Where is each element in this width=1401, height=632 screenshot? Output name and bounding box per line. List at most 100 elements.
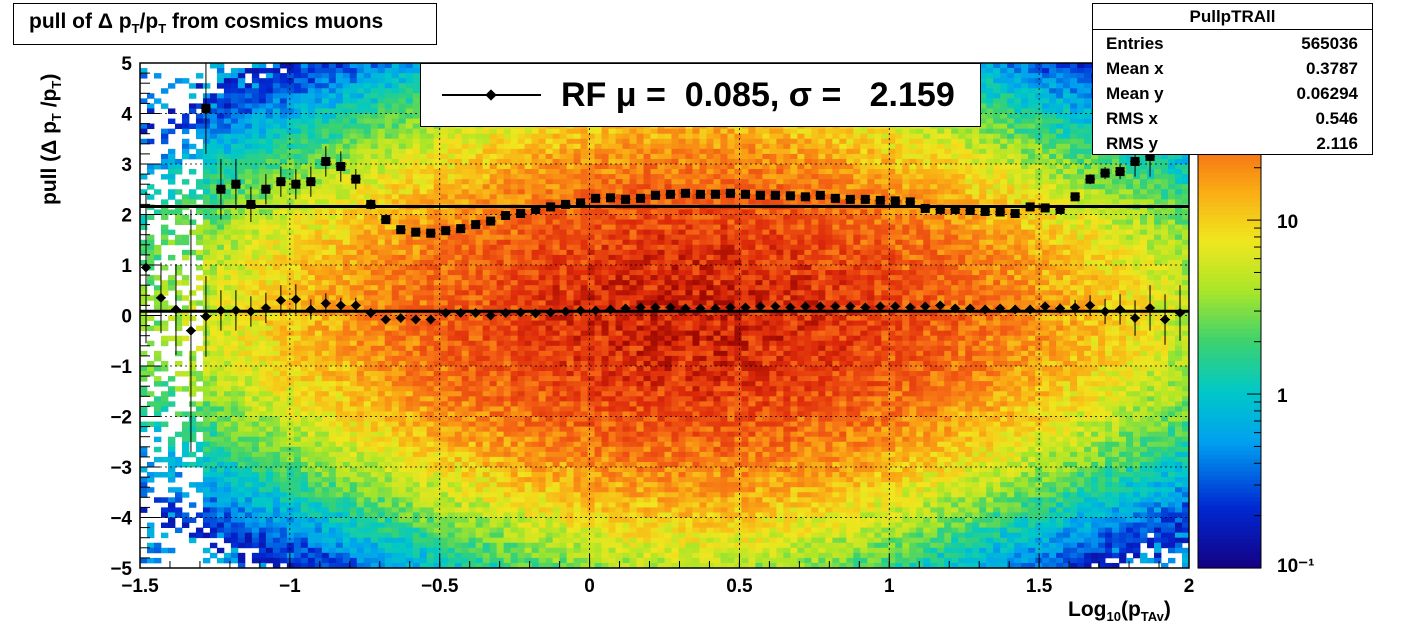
heatmap-cell	[405, 360, 414, 367]
heatmap-cell	[447, 537, 456, 544]
heatmap-cell	[447, 350, 456, 357]
heatmap-cell	[370, 406, 379, 412]
heatmap-cell	[321, 254, 330, 261]
heatmap-cell	[307, 527, 316, 534]
heatmap-cell	[223, 88, 232, 94]
heatmap-cell	[384, 229, 393, 236]
heatmap-cell	[244, 164, 253, 170]
heatmap-cell	[510, 219, 519, 225]
heatmap-cell	[181, 451, 190, 458]
heatmap-cell	[314, 467, 323, 473]
heatmap-cell	[195, 421, 204, 427]
heatmap-cell	[146, 522, 155, 528]
heatmap-cell	[454, 249, 463, 256]
heatmap-cell	[300, 330, 309, 337]
heatmap-cell	[307, 315, 316, 321]
heatmap-cell	[181, 461, 190, 468]
heatmap-cell	[181, 179, 190, 185]
heatmap-cell	[349, 502, 358, 508]
heatmap-cell	[433, 199, 442, 205]
heatmap-cell	[202, 416, 211, 422]
heatmap-cell	[433, 436, 442, 443]
heatmap-cell	[517, 224, 526, 231]
heatmap-cell	[454, 143, 463, 150]
heatmap-cell	[398, 446, 407, 453]
heatmap-cell	[524, 366, 533, 372]
heatmap-cell	[286, 416, 295, 422]
heatmap-cell	[433, 153, 442, 160]
heatmap-cell	[377, 406, 386, 412]
heatmap-cell	[258, 355, 267, 362]
heatmap-cell	[461, 396, 470, 402]
heatmap-cell	[461, 229, 470, 236]
heatmap-cell	[503, 295, 512, 301]
heatmap-cell	[384, 138, 393, 145]
heatmap-cell	[510, 270, 519, 276]
heatmap-cell	[440, 537, 449, 544]
heatmap-cell	[223, 360, 232, 367]
heatmap-cell	[363, 381, 372, 387]
heatmap-cell	[328, 98, 337, 104]
heatmap-cell	[153, 290, 162, 296]
heatmap-cell	[279, 507, 288, 513]
heatmap-cell	[363, 371, 372, 377]
heatmap-cell	[433, 376, 442, 382]
heatmap-cell	[272, 224, 281, 231]
heatmap-cell	[167, 502, 176, 508]
heatmap-cell	[140, 557, 148, 564]
heatmap-cell	[510, 522, 519, 528]
heatmap-cell	[314, 103, 323, 109]
heatmap-cell	[384, 330, 393, 337]
heatmap-cell	[251, 416, 260, 422]
heatmap-cell	[167, 522, 176, 528]
heatmap-cell	[377, 391, 386, 397]
heatmap-cell	[300, 426, 309, 433]
heatmap-cell	[188, 431, 197, 438]
heatmap-cell	[349, 547, 358, 554]
heatmap-cell	[286, 184, 295, 190]
heatmap-cell	[251, 254, 260, 261]
heatmap-cell	[160, 199, 169, 205]
heatmap-cell	[391, 431, 400, 438]
heatmap-cell	[342, 330, 351, 337]
heatmap-cell	[405, 179, 414, 185]
heatmap-cell	[454, 411, 463, 417]
heatmap-cell	[349, 83, 358, 89]
heatmap-cell	[237, 103, 246, 109]
heatmap-cell	[454, 234, 463, 241]
heatmap-cell	[454, 562, 463, 569]
heatmap-cell	[216, 497, 225, 503]
heatmap-cell	[447, 507, 456, 513]
heatmap-cell	[419, 194, 428, 200]
heatmap-cell	[412, 133, 421, 140]
heatmap-cell	[356, 118, 365, 124]
heatmap-cell	[496, 345, 505, 352]
heatmap-cell	[174, 461, 183, 468]
heatmap-cell	[349, 371, 358, 377]
heatmap-cell	[496, 169, 505, 175]
heatmap-cell	[258, 108, 267, 114]
heatmap-cell	[328, 366, 337, 372]
heatmap-cell	[342, 244, 351, 251]
heatmap-cell	[209, 467, 218, 473]
heatmap-cell	[461, 189, 470, 195]
heatmap-cell	[398, 93, 407, 99]
heatmap-cell	[510, 456, 519, 463]
heatmap-cell	[370, 502, 379, 508]
heatmap-cell	[321, 552, 330, 559]
heatmap-cell	[342, 431, 351, 438]
heatmap-cell	[314, 416, 323, 422]
heatmap-cell	[356, 386, 365, 392]
heatmap-cell	[405, 335, 414, 342]
heatmap-cell	[216, 128, 225, 135]
heatmap-cell	[370, 557, 379, 564]
heatmap-cell	[524, 381, 533, 387]
heatmap-cell	[440, 138, 449, 145]
heatmap-cell	[272, 98, 281, 104]
heatmap-cell	[496, 371, 505, 377]
heatmap-cell	[244, 270, 253, 276]
heatmap-cell	[510, 492, 519, 498]
heatmap-cell	[237, 416, 246, 422]
heatmap-cell	[398, 209, 407, 215]
heatmap-cell	[195, 83, 204, 89]
